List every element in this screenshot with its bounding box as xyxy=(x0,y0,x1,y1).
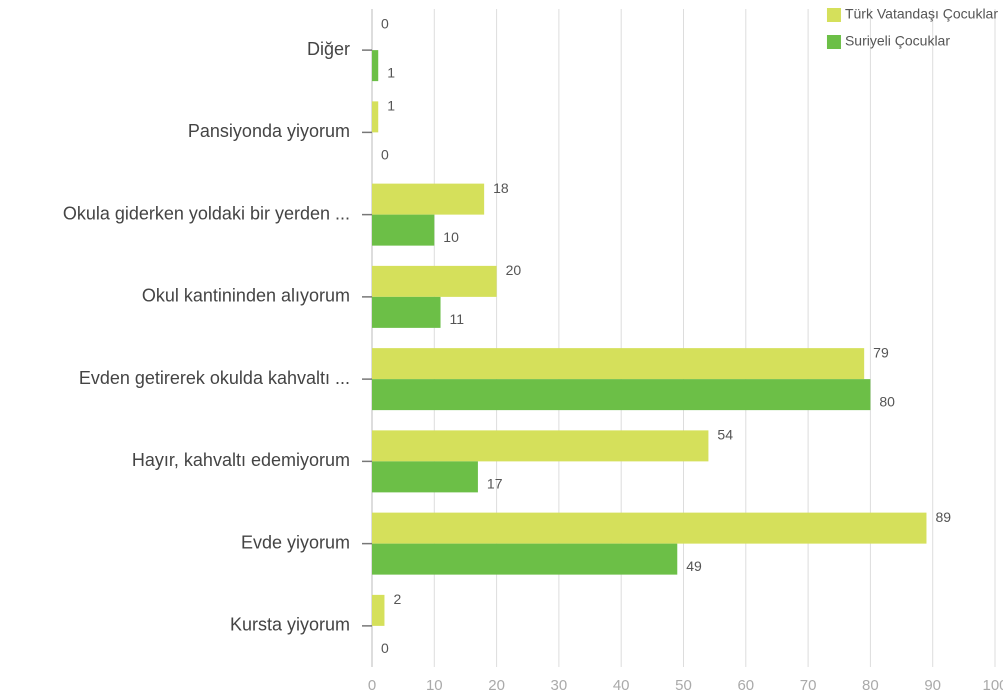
x-tick-label: 30 xyxy=(551,677,568,694)
bar xyxy=(372,512,927,544)
y-tick-label: Okula giderken yoldaki bir yerden ... xyxy=(63,203,350,223)
bar xyxy=(372,348,865,380)
data-label: 2 xyxy=(393,591,401,607)
x-tick-label: 10 xyxy=(426,677,443,694)
y-tick-label: Kursta yiyorum xyxy=(230,615,350,635)
bar xyxy=(372,101,379,133)
data-label: 17 xyxy=(487,476,503,492)
bar xyxy=(372,183,485,215)
legend-swatch xyxy=(826,35,841,49)
data-label: 20 xyxy=(506,262,522,278)
data-label: 80 xyxy=(879,393,895,409)
bar xyxy=(372,265,497,297)
x-tick-label: 0 xyxy=(368,677,376,694)
bar xyxy=(372,296,441,328)
data-label: 1 xyxy=(387,98,395,114)
bar xyxy=(372,430,709,462)
x-tick-label: 80 xyxy=(862,677,879,694)
data-label: 0 xyxy=(381,640,389,656)
bar xyxy=(372,50,379,82)
legend-label: Suriyeli Çocuklar xyxy=(845,33,950,49)
data-label: 0 xyxy=(381,147,389,163)
data-label: 49 xyxy=(686,558,702,574)
y-tick-label: Hayır, kahvaltı edemiyorum xyxy=(132,450,350,470)
data-label: 89 xyxy=(935,509,951,525)
bar xyxy=(372,461,478,493)
bar xyxy=(372,214,435,246)
legend-label: Türk Vatandaşı Çocuklar xyxy=(845,6,998,22)
x-tick-label: 40 xyxy=(613,677,630,694)
bar xyxy=(372,379,871,411)
legend-swatch xyxy=(826,8,841,22)
y-tick-label: Evden getirerek okulda kahvaltı ... xyxy=(79,368,350,388)
bar xyxy=(372,594,385,626)
data-label: 54 xyxy=(717,427,733,443)
y-tick-label: Diğer xyxy=(307,39,350,59)
x-tick-label: 20 xyxy=(488,677,505,694)
data-label: 0 xyxy=(381,15,389,31)
data-label: 79 xyxy=(873,344,889,360)
data-label: 11 xyxy=(450,311,465,327)
x-tick-label: 70 xyxy=(800,677,817,694)
y-tick-label: Okul kantininden alıyorum xyxy=(142,286,350,306)
y-tick-label: Evde yiyorum xyxy=(241,532,350,552)
data-label: 10 xyxy=(443,229,459,245)
x-tick-label: 50 xyxy=(675,677,692,694)
x-tick-label: 90 xyxy=(924,677,941,694)
bar xyxy=(372,543,678,575)
data-label: 1 xyxy=(387,64,395,80)
y-tick-label: Pansiyonda yiyorum xyxy=(188,121,350,141)
x-tick-label: 100 xyxy=(982,677,1003,694)
x-tick-label: 60 xyxy=(737,677,754,694)
data-label: 18 xyxy=(493,180,509,196)
